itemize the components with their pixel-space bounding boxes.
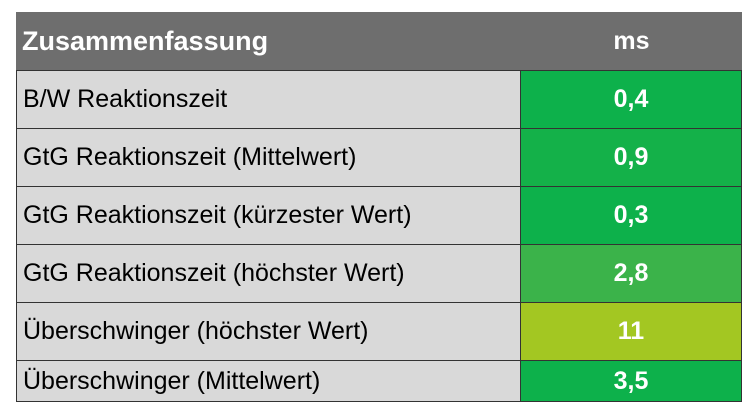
table-row: GtG Reaktionszeit (höchster Wert) 2,8 xyxy=(16,244,742,302)
row-value: 11 xyxy=(521,303,742,360)
table-row: Überschwinger (Mittelwert) 3,5 xyxy=(16,360,742,402)
table-row: GtG Reaktionszeit (Mittelwert) 0,9 xyxy=(16,128,742,186)
row-value: 2,8 xyxy=(521,245,742,302)
row-label: GtG Reaktionszeit (höchster Wert) xyxy=(16,245,521,302)
row-value: 3,5 xyxy=(521,361,742,401)
table-row: B/W Reaktionszeit 0,4 xyxy=(16,70,742,128)
table-row: GtG Reaktionszeit (kürzester Wert) 0,3 xyxy=(16,186,742,244)
row-label: Überschwinger (Mittelwert) xyxy=(16,361,521,401)
table-row: Überschwinger (höchster Wert) 11 xyxy=(16,302,742,360)
row-label: GtG Reaktionszeit (kürzester Wert) xyxy=(16,187,521,244)
row-value: 0,9 xyxy=(521,129,742,186)
row-label: B/W Reaktionszeit xyxy=(16,71,521,128)
row-value: 0,4 xyxy=(521,71,742,128)
table-header: Zusammenfassung ms xyxy=(16,12,742,70)
summary-table: Zusammenfassung ms B/W Reaktionszeit 0,4… xyxy=(16,12,742,402)
row-label: Überschwinger (höchster Wert) xyxy=(16,303,521,360)
unit-header: ms xyxy=(613,26,650,55)
row-value: 0,3 xyxy=(521,187,742,244)
table-title: Zusammenfassung xyxy=(22,25,269,56)
row-label: GtG Reaktionszeit (Mittelwert) xyxy=(16,129,521,186)
